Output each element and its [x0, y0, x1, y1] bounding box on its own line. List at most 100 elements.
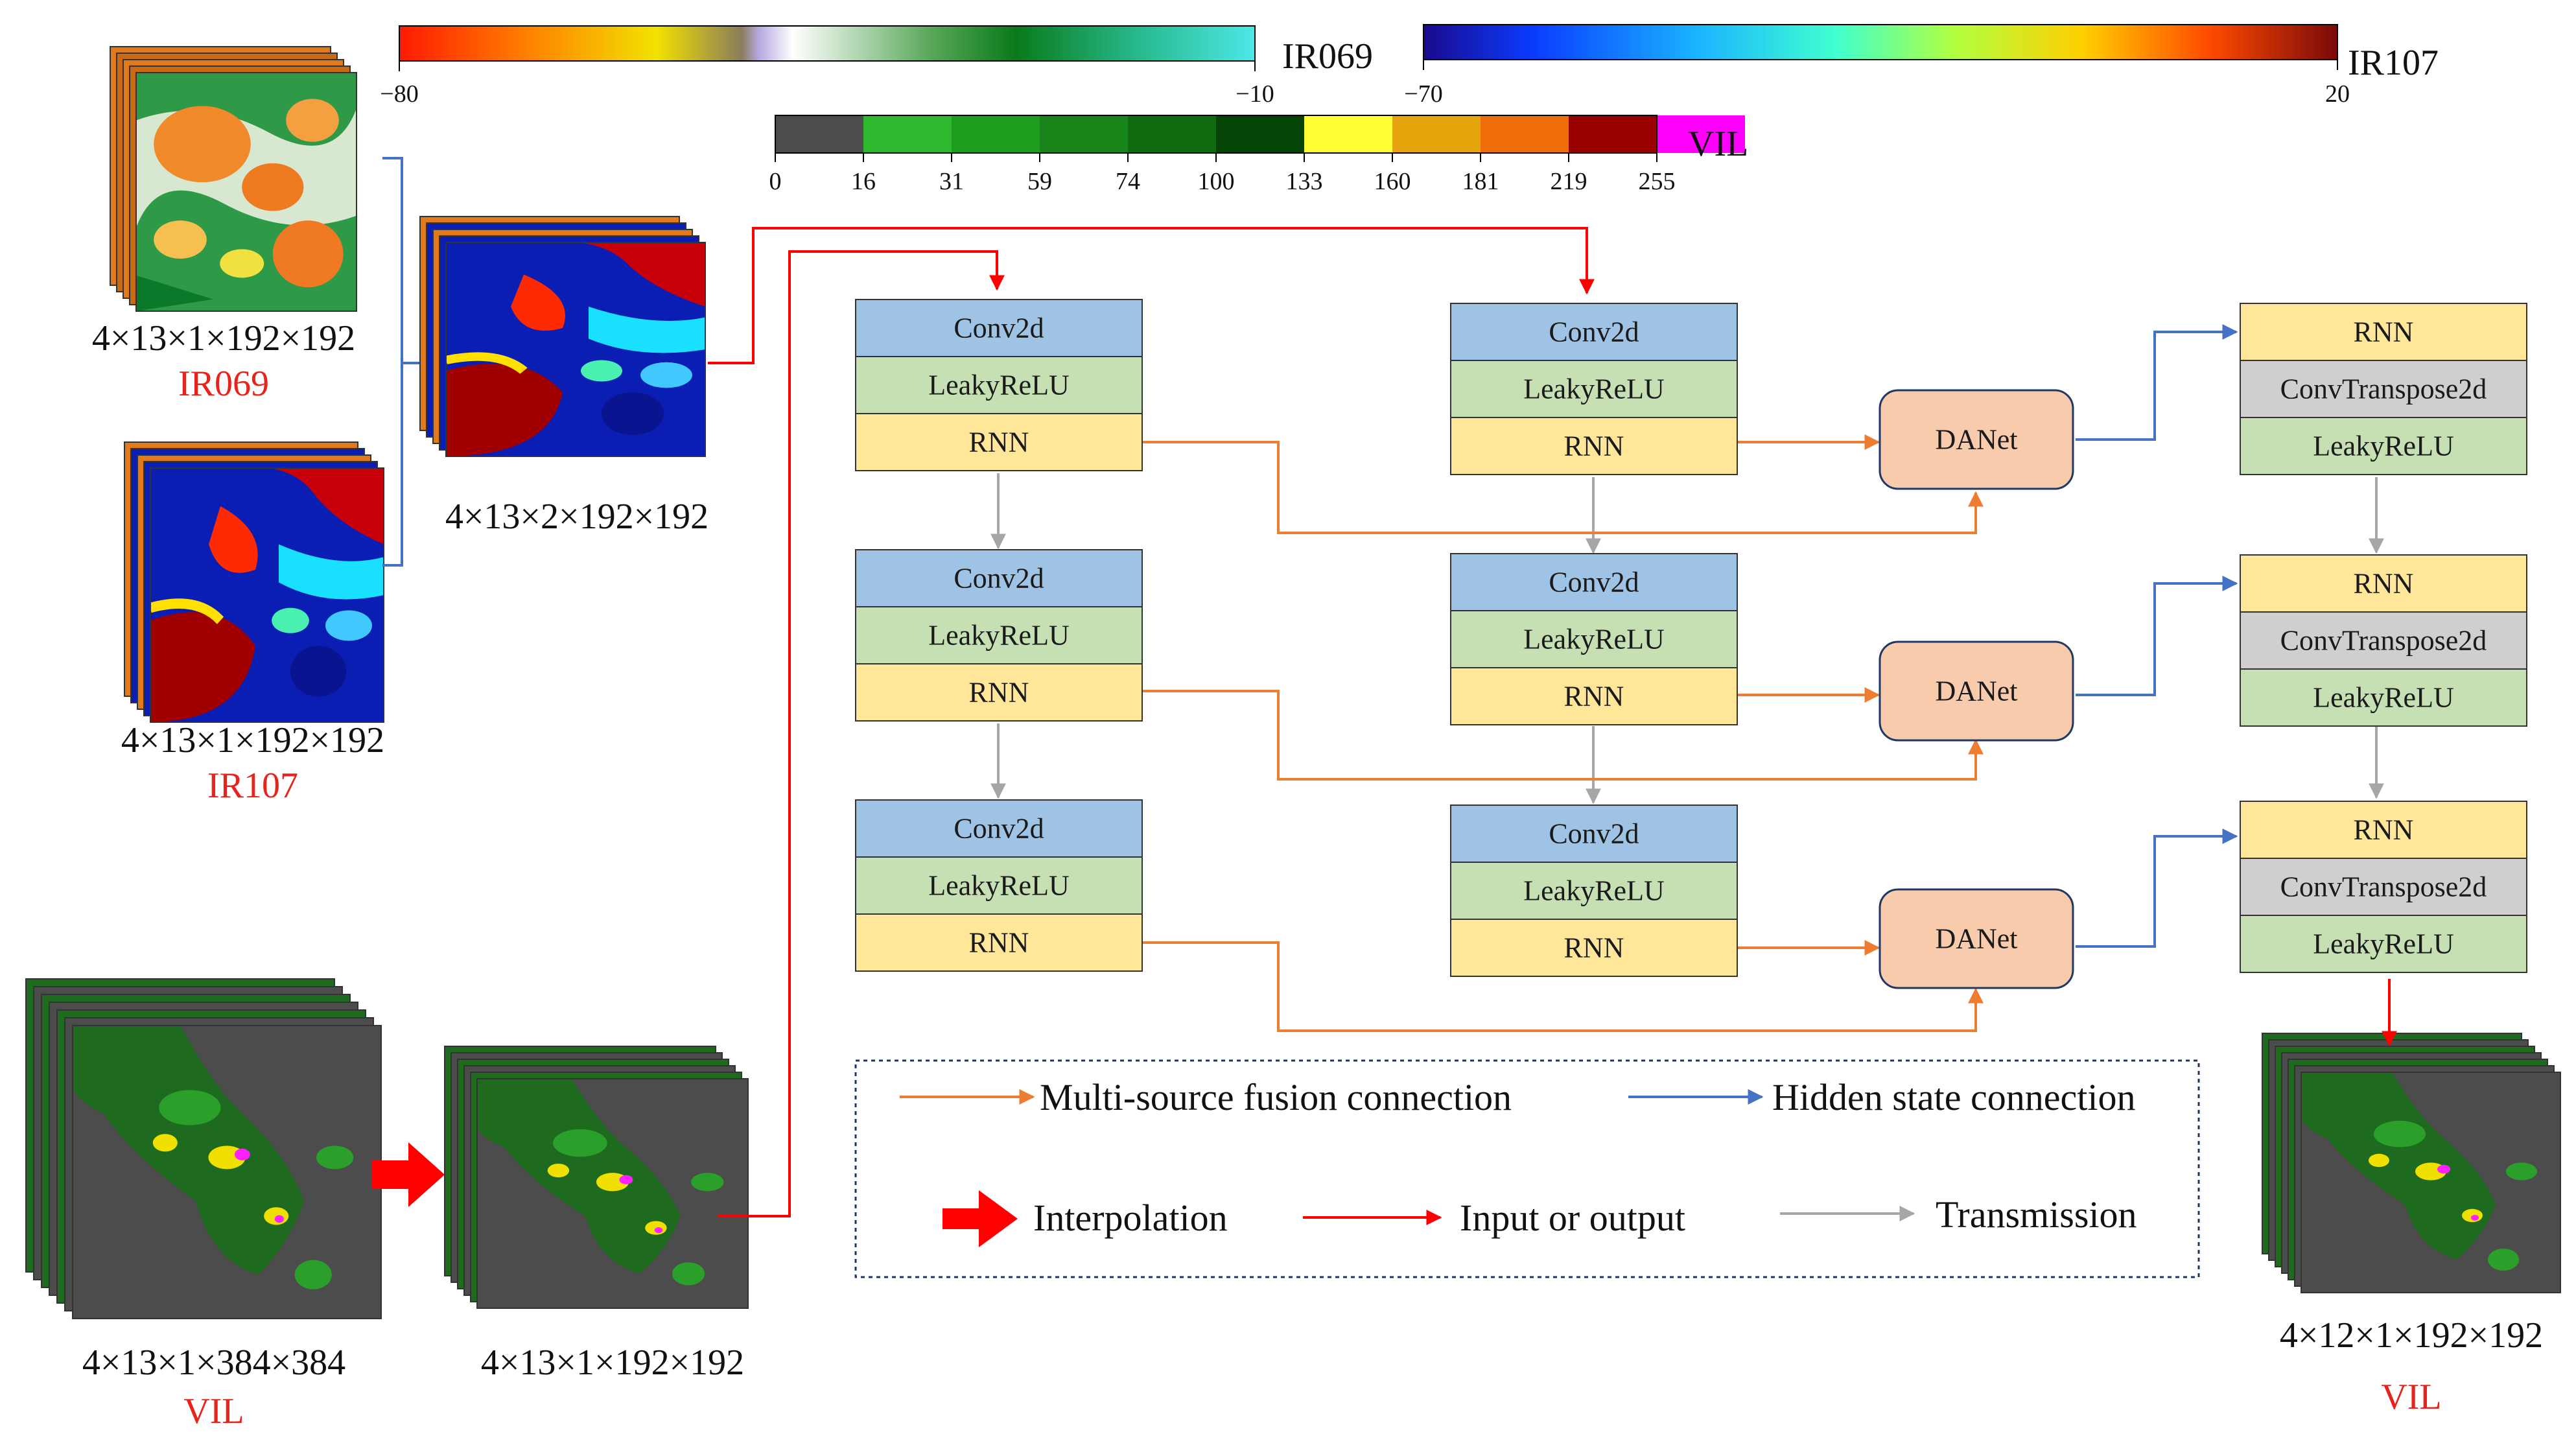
- leakyrelu-label: LeakyReLU: [2313, 682, 2453, 714]
- conv2d-label: Conv2d: [1549, 316, 1639, 348]
- ir-encoder-column: Conv2d LeakyReLU RNN Conv2d LeakyReLU RN…: [1450, 303, 1738, 977]
- encoder-block-3: Conv2d LeakyReLU RNN: [855, 799, 1143, 972]
- colorbar-ir107-min: −70: [1404, 80, 1442, 108]
- vil-bin: [1128, 115, 1216, 153]
- ir107-name: IR107: [207, 766, 298, 806]
- leakyrelu-label: LeakyReLU: [1523, 373, 1664, 405]
- rnn-label: RNN: [969, 677, 1029, 709]
- vil-raw-name: VIL: [183, 1391, 244, 1431]
- danet-block-3: DANet: [1879, 888, 2074, 989]
- colorbar-vil-tick-label: 255: [1639, 168, 1676, 195]
- vil-bin: [863, 115, 952, 153]
- colorbar-ir107-max: 20: [2325, 80, 2350, 108]
- decoder-column: RNN ConvTranspose2d LeakyReLU RNN ConvTr…: [2240, 303, 2527, 973]
- colorbar-ir069-max: −10: [1235, 80, 1274, 108]
- vil-bin: [1304, 115, 1392, 153]
- vil-interp-stack: 4×13×1×192×192: [444, 1046, 749, 1383]
- convtranspose2d-label: ConvTranspose2d: [2280, 871, 2487, 903]
- ir069-dims: 4×13×1×192×192: [92, 318, 355, 358]
- leakyrelu-label: LeakyReLU: [1523, 875, 1664, 907]
- vil-bin: [1481, 115, 1569, 153]
- danet-label: DANet: [1935, 424, 2017, 456]
- legend-fusion-label: Multi-source fusion connection: [1040, 1076, 1512, 1118]
- legend-box: [854, 1059, 2200, 1278]
- vil-bin: [952, 115, 1040, 153]
- colorbar-vil-tick-label: 31: [939, 168, 964, 195]
- danet-column: DANet DANet DANet: [1879, 389, 2074, 989]
- rnn-label: RNN: [2354, 814, 2414, 846]
- ir-concat-stack: 4×13×2×192×192: [419, 216, 708, 537]
- convtranspose2d-label: ConvTranspose2d: [2280, 625, 2487, 657]
- ir069-stack: 4×13×1×192×192 IR069: [92, 46, 357, 404]
- vil-interp-dims: 4×13×1×192×192: [481, 1343, 744, 1383]
- legend-trans-label: Transmission: [1936, 1193, 2137, 1236]
- transmission-arrows: [990, 473, 2384, 805]
- legend-hidden-label: Hidden state connection: [1772, 1076, 2136, 1118]
- rnn-label: RNN: [1564, 430, 1624, 462]
- danet-block-2: DANet: [1879, 640, 2074, 742]
- legend-io: Input or output: [1303, 1197, 1685, 1239]
- decoder-block-3: RNN ConvTranspose2d LeakyReLU: [2240, 801, 2527, 973]
- legend-trans: Transmission: [1780, 1193, 2137, 1236]
- ir-encoder-block-1: Conv2d LeakyReLU RNN: [1450, 303, 1738, 475]
- encoder-block-2: Conv2d LeakyReLU RNN: [855, 549, 1143, 722]
- vil-bin: [1216, 115, 1304, 153]
- vil-output-name: VIL: [2381, 1377, 2441, 1417]
- legend-interp-label: Interpolation: [1033, 1197, 1228, 1239]
- danet-block-1: DANet: [1879, 389, 2074, 490]
- hidden-state-arrows: [2076, 324, 2238, 948]
- colorbar-ir069: −80 −10 IR069: [380, 25, 1373, 108]
- ir107-stack: 4×13×1×192×192 IR107: [121, 441, 384, 806]
- convtranspose2d-label: ConvTranspose2d: [2280, 373, 2487, 405]
- colorbar-vil: 0 16 31 59 74 100 133 160 181 219 255 VIL: [769, 115, 1748, 195]
- legend: Multi-source fusion connection Hidden st…: [854, 1059, 2200, 1278]
- ir-concat-bracket: [382, 157, 403, 567]
- vil-bin: [775, 115, 863, 153]
- ir-input-line: [708, 227, 1595, 364]
- vil-bin: [1040, 115, 1128, 153]
- colorbar-vil-tick-label: 100: [1198, 168, 1235, 195]
- rnn-label: RNN: [1564, 932, 1624, 964]
- legend-interp: Interpolation: [943, 1190, 1228, 1247]
- colorbar-ir107: −70 20 IR107: [1404, 24, 2439, 108]
- conv2d-label: Conv2d: [1549, 567, 1639, 598]
- colorbar-ir069-label: IR069: [1282, 36, 1373, 76]
- rnn-label: RNN: [969, 427, 1029, 458]
- rnn-label: RNN: [2354, 316, 2414, 348]
- vil-input-line: [718, 250, 1005, 1217]
- danet-label: DANet: [1935, 676, 2017, 707]
- ir107-dims: 4×13×1×192×192: [121, 720, 384, 760]
- leakyrelu-label: LeakyReLU: [928, 620, 1069, 652]
- vil-bin: [1657, 115, 1745, 153]
- encoder-column: Conv2d LeakyReLU RNN Conv2d LeakyReLU RN…: [855, 299, 1143, 972]
- conv2d-label: Conv2d: [954, 563, 1044, 594]
- colorbar-vil-tick-label: 219: [1551, 168, 1587, 195]
- legend-fusion: Multi-source fusion connection: [900, 1076, 1512, 1118]
- colorbar-ir107-label: IR107: [2348, 43, 2439, 83]
- conv2d-label: Conv2d: [954, 312, 1044, 344]
- legend-io-label: Input or output: [1460, 1197, 1685, 1239]
- colorbar-ir107-gradient: [1423, 24, 2338, 60]
- colorbar-vil-tick-label: 0: [769, 168, 782, 195]
- conv2d-label: Conv2d: [1549, 818, 1639, 850]
- colorbar-vil-tick-label: 160: [1374, 168, 1411, 195]
- decoder-block-2: RNN ConvTranspose2d LeakyReLU: [2240, 554, 2527, 727]
- legend-hidden: Hidden state connection: [1628, 1076, 2136, 1118]
- conv2d-label: Conv2d: [954, 813, 1044, 845]
- colorbar-vil-label: VIL: [1688, 124, 1748, 164]
- ir-encoder-block-2: Conv2d LeakyReLU RNN: [1450, 553, 1738, 725]
- colorbar-vil-tick-label: 181: [1462, 168, 1499, 195]
- ir-encoder-block-3: Conv2d LeakyReLU RNN: [1450, 805, 1738, 977]
- decoder-block-1: RNN ConvTranspose2d LeakyReLU: [2240, 303, 2527, 475]
- leakyrelu-label: LeakyReLU: [1523, 624, 1664, 655]
- colorbar-vil-tick-label: 133: [1286, 168, 1323, 195]
- leakyrelu-label: LeakyReLU: [2313, 430, 2453, 462]
- colorbar-vil-tick-label: 74: [1116, 168, 1140, 195]
- ir-concat-dims: 4×13×2×192×192: [445, 497, 708, 537]
- colorbar-ir069-gradient: [399, 25, 1256, 62]
- vil-output-stack: 4×12×1×192×192 VIL: [2262, 1033, 2561, 1417]
- vil-bin: [1392, 115, 1481, 153]
- leakyrelu-label: LeakyReLU: [2313, 928, 2453, 960]
- leakyrelu-label: LeakyReLU: [928, 870, 1069, 902]
